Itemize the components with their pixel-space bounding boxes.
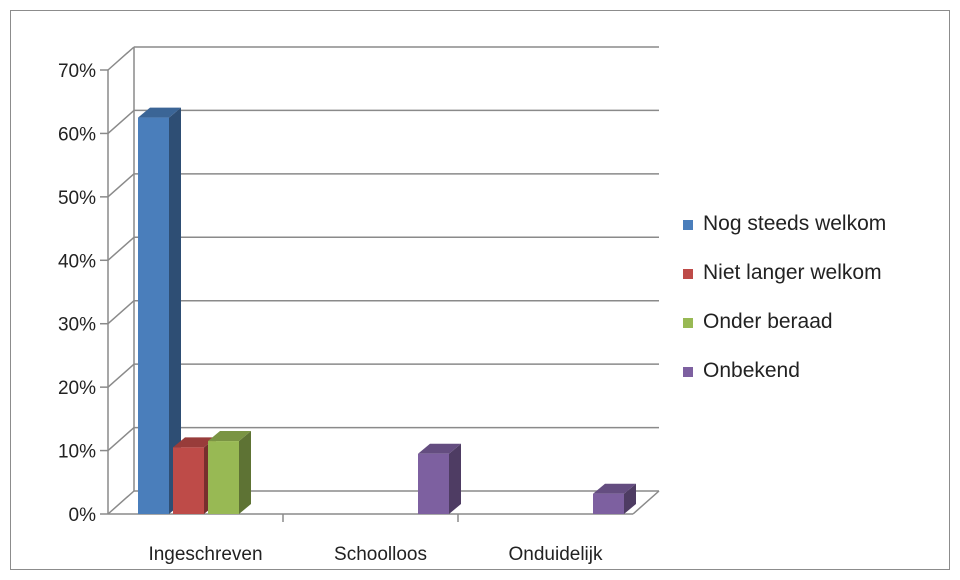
bar-onbekend xyxy=(418,443,461,514)
y-tick-label: 30% xyxy=(58,315,96,336)
gridline-side xyxy=(107,427,135,452)
bar-side xyxy=(169,107,181,515)
legend-label: Nog steeds welkom xyxy=(703,212,886,235)
y-tick-label: 70% xyxy=(58,61,96,82)
x-tick-label: Schoolloos xyxy=(334,544,427,565)
gridline-side xyxy=(107,300,135,325)
gridline-side xyxy=(107,490,135,515)
x-tick-label: Onduidelijk xyxy=(509,544,603,565)
gridline-side xyxy=(107,173,135,198)
bar-top xyxy=(138,107,181,118)
y-tick-label: 20% xyxy=(58,378,96,399)
bar-top xyxy=(208,431,251,442)
gridline-side xyxy=(107,363,135,388)
bar-side xyxy=(624,483,636,514)
bar-top xyxy=(418,443,461,454)
bar-side xyxy=(449,443,461,514)
legend-swatch xyxy=(683,269,693,279)
bar-front xyxy=(418,453,449,514)
bar-nog-steeds-welkom xyxy=(138,107,181,515)
legend-label: Onbekend xyxy=(703,359,800,382)
bar-onbekend xyxy=(593,483,636,514)
y-tick-label: 40% xyxy=(58,251,96,272)
legend-swatch xyxy=(683,220,693,230)
gridline-side xyxy=(107,109,135,134)
floor-right-edge xyxy=(632,490,660,515)
legend-label: Niet langer welkom xyxy=(703,261,882,284)
bars-layer xyxy=(138,107,636,515)
legend: Nog steeds welkom Niet langer welkom Onder… xyxy=(683,212,886,382)
gridline-side xyxy=(107,46,135,71)
gridline-side xyxy=(107,236,135,261)
y-tick-label: 50% xyxy=(58,188,96,209)
legend-swatch xyxy=(683,367,693,377)
y-tick-label: 10% xyxy=(58,442,96,463)
bar-front xyxy=(173,447,204,514)
bar-onder-beraad xyxy=(208,431,251,514)
y-tick-label: 0% xyxy=(69,505,97,526)
legend-swatch xyxy=(683,318,693,328)
legend-label: Onder beraad xyxy=(703,310,833,333)
bar-side xyxy=(239,431,251,514)
bar-top xyxy=(593,483,636,494)
bar-front xyxy=(208,441,239,514)
labels-layer: 0% 10% 20% 30% 40% 50% 60% 70% Ingeschreven Schoo… xyxy=(58,61,603,565)
bar-front xyxy=(593,493,624,514)
bar-top xyxy=(173,437,216,448)
y-tick-label: 60% xyxy=(58,124,96,145)
x-tick-label: Ingeschreven xyxy=(148,544,262,565)
bar-front xyxy=(138,117,169,515)
